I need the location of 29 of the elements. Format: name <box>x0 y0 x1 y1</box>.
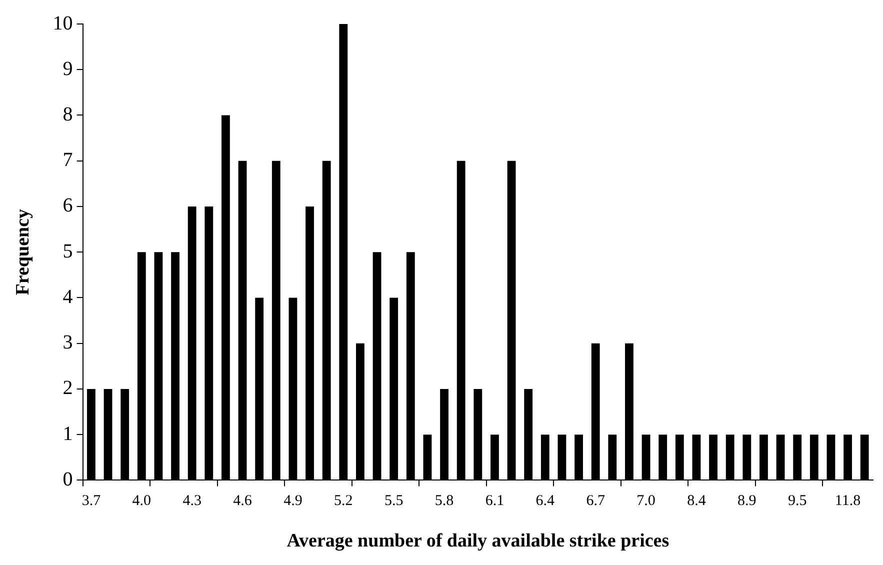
x-tick-label: 5.2 <box>334 493 353 510</box>
y-tick-label: 7 <box>62 149 73 172</box>
x-tick-label: 11.8 <box>834 493 861 510</box>
y-tick-label: 8 <box>62 103 73 126</box>
x-tick-label: 6.7 <box>586 493 606 510</box>
y-tick-label: 3 <box>62 332 73 354</box>
x-tick-label: 4.0 <box>132 493 152 510</box>
x-tick-label: 5.5 <box>384 493 404 510</box>
x-tick-label: 5.8 <box>434 493 454 510</box>
x-tick-label: 6.4 <box>536 493 556 510</box>
y-tick-label: 4 <box>62 286 73 308</box>
x-axis-title: Average number of daily available strike prices <box>286 530 670 552</box>
x-tick-label: 4.6 <box>233 493 252 510</box>
y-tick-label: 0 <box>62 468 73 490</box>
y-tick-label: 9 <box>62 58 73 80</box>
y-tick-label: 1 <box>62 422 73 445</box>
x-tick-label: 9.5 <box>788 493 807 510</box>
y-tick-label: 10 <box>52 12 73 34</box>
x-tick-label: 4.9 <box>284 493 302 510</box>
x-tick-label: 7.0 <box>636 493 656 510</box>
x-tick-label: 8.9 <box>738 493 756 510</box>
y-tick-label: 6 <box>62 194 73 217</box>
x-tick-label: 6.1 <box>485 493 504 510</box>
y-axis-title: Frequency <box>12 208 34 296</box>
x-tick-label: 4.3 <box>182 493 202 510</box>
y-tick-label: 5 <box>62 240 73 262</box>
x-tick-label: 3.7 <box>82 493 102 510</box>
x-tick-label: 8.4 <box>687 493 706 510</box>
y-tick-label: 2 <box>62 377 73 400</box>
